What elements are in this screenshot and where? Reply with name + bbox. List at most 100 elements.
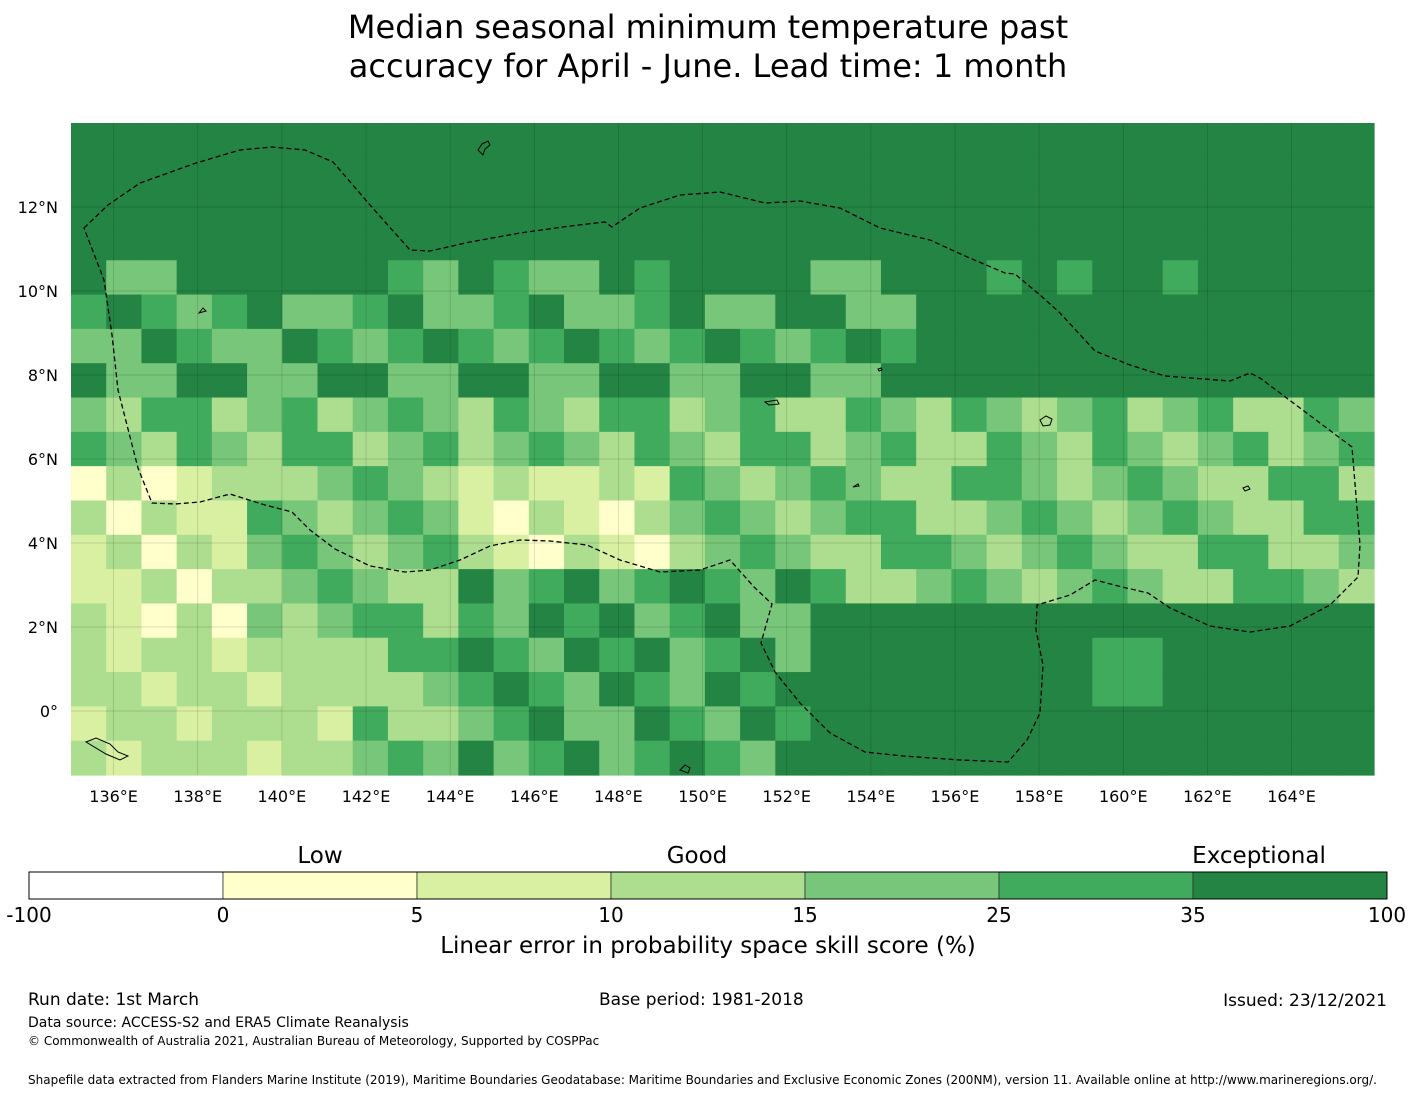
y-tick-label: 12°N — [18, 198, 58, 217]
grid-cell — [916, 431, 953, 467]
grid-cell — [564, 191, 600, 227]
grid-cell — [282, 740, 319, 776]
grid-cell — [880, 328, 917, 364]
grid-cell — [564, 500, 600, 536]
grid-cell — [211, 603, 248, 639]
grid-cell — [1127, 637, 1164, 673]
grid-cell — [986, 191, 1023, 227]
grid-cell — [352, 706, 389, 742]
grid-cell — [387, 157, 424, 193]
grid-cell — [845, 157, 882, 193]
grid-cell — [71, 569, 107, 605]
grid-cell — [740, 431, 776, 467]
grid-cell — [211, 637, 248, 673]
grid-cell — [775, 500, 812, 536]
grid-cell — [1197, 123, 1234, 158]
grid-cell — [71, 431, 107, 467]
grid-cell — [634, 569, 671, 605]
grid-cell — [528, 294, 565, 330]
grid-cell — [141, 123, 178, 158]
legend-tick-3: 10 — [598, 903, 624, 927]
grid-cell — [141, 740, 178, 776]
grid-cell — [282, 672, 319, 707]
grid-cell — [669, 500, 706, 536]
grid-cell — [1127, 123, 1164, 158]
grid-cell — [211, 706, 248, 742]
grid-cell — [564, 740, 600, 776]
grid-cell — [1162, 672, 1199, 707]
grid-cell — [141, 672, 178, 707]
grid-cell — [352, 294, 389, 330]
grid-cell — [880, 225, 917, 261]
grid-cell — [387, 294, 424, 330]
grid-cell — [493, 191, 530, 227]
title-line-1: Median seasonal minimum temperature past — [347, 8, 1069, 46]
grid-cell — [352, 328, 389, 364]
grid-cell — [564, 397, 600, 433]
grid-cell — [141, 637, 178, 673]
x-tick-label: 146°E — [510, 787, 559, 806]
grid-cell — [1021, 740, 1058, 776]
grid-cell — [1197, 157, 1234, 193]
grid-cell — [845, 569, 882, 605]
grid-cell — [1092, 534, 1129, 570]
grid-cell — [352, 260, 389, 296]
grid-cell — [1092, 569, 1129, 605]
grid-cell — [845, 328, 882, 364]
grid-cell — [387, 603, 424, 639]
grid-cell — [1057, 431, 1093, 467]
grid-cell — [634, 637, 671, 673]
grid-cell — [916, 191, 953, 227]
x-tick-label: 138°E — [173, 787, 222, 806]
grid-cell — [634, 431, 671, 467]
grid-cell — [669, 157, 706, 193]
grid-cell — [1197, 569, 1234, 605]
grid-cell — [599, 569, 636, 605]
grid-cell — [1268, 397, 1305, 433]
grid-cell — [317, 672, 354, 707]
grid-cell — [916, 397, 953, 433]
grid-cell — [71, 225, 107, 261]
grid-cell — [1268, 328, 1305, 364]
y-axis-ticks: 12°N 10°N 8°N 6°N 4°N 2°N 0° — [18, 198, 58, 721]
grid-cell — [1162, 466, 1199, 502]
grid-cell — [880, 260, 917, 296]
grid-cell — [1303, 740, 1340, 776]
grid-cell — [1092, 363, 1129, 399]
grid-cell — [1162, 363, 1199, 399]
grid-cell — [458, 225, 495, 261]
grid-cell — [1127, 466, 1164, 502]
grid-cell — [704, 740, 741, 776]
grid-cell — [880, 157, 917, 193]
grid-cell — [493, 225, 530, 261]
grid-cell — [1338, 740, 1375, 776]
grid-cell — [1268, 225, 1305, 261]
grid-cell — [176, 466, 213, 502]
grid-cell — [669, 363, 706, 399]
grid-cell — [1233, 637, 1269, 673]
grid-cell — [211, 672, 248, 707]
grid-cell — [1303, 328, 1340, 364]
grid-cell — [71, 157, 107, 193]
grid-cell — [599, 191, 636, 227]
grid-cell — [528, 191, 565, 227]
grid-cell — [951, 534, 988, 570]
grid-cell — [1197, 294, 1234, 330]
grid-cell — [564, 225, 600, 261]
grid-cell — [1057, 603, 1093, 639]
grid-cell — [1057, 191, 1093, 227]
grid-cell — [282, 431, 319, 467]
grid-cell — [282, 260, 319, 296]
x-tick-label: 158°E — [1015, 787, 1064, 806]
grid-cell — [1303, 569, 1340, 605]
grid-cell — [599, 328, 636, 364]
grid-cell — [1057, 294, 1093, 330]
grid-cell — [986, 123, 1023, 158]
grid-cell — [669, 431, 706, 467]
grid-cell — [1127, 225, 1164, 261]
grid-cell — [775, 294, 812, 330]
grid-cell — [458, 534, 495, 570]
grid-cell — [71, 603, 107, 639]
grid-cell — [1303, 294, 1340, 330]
grid-cell — [317, 294, 354, 330]
